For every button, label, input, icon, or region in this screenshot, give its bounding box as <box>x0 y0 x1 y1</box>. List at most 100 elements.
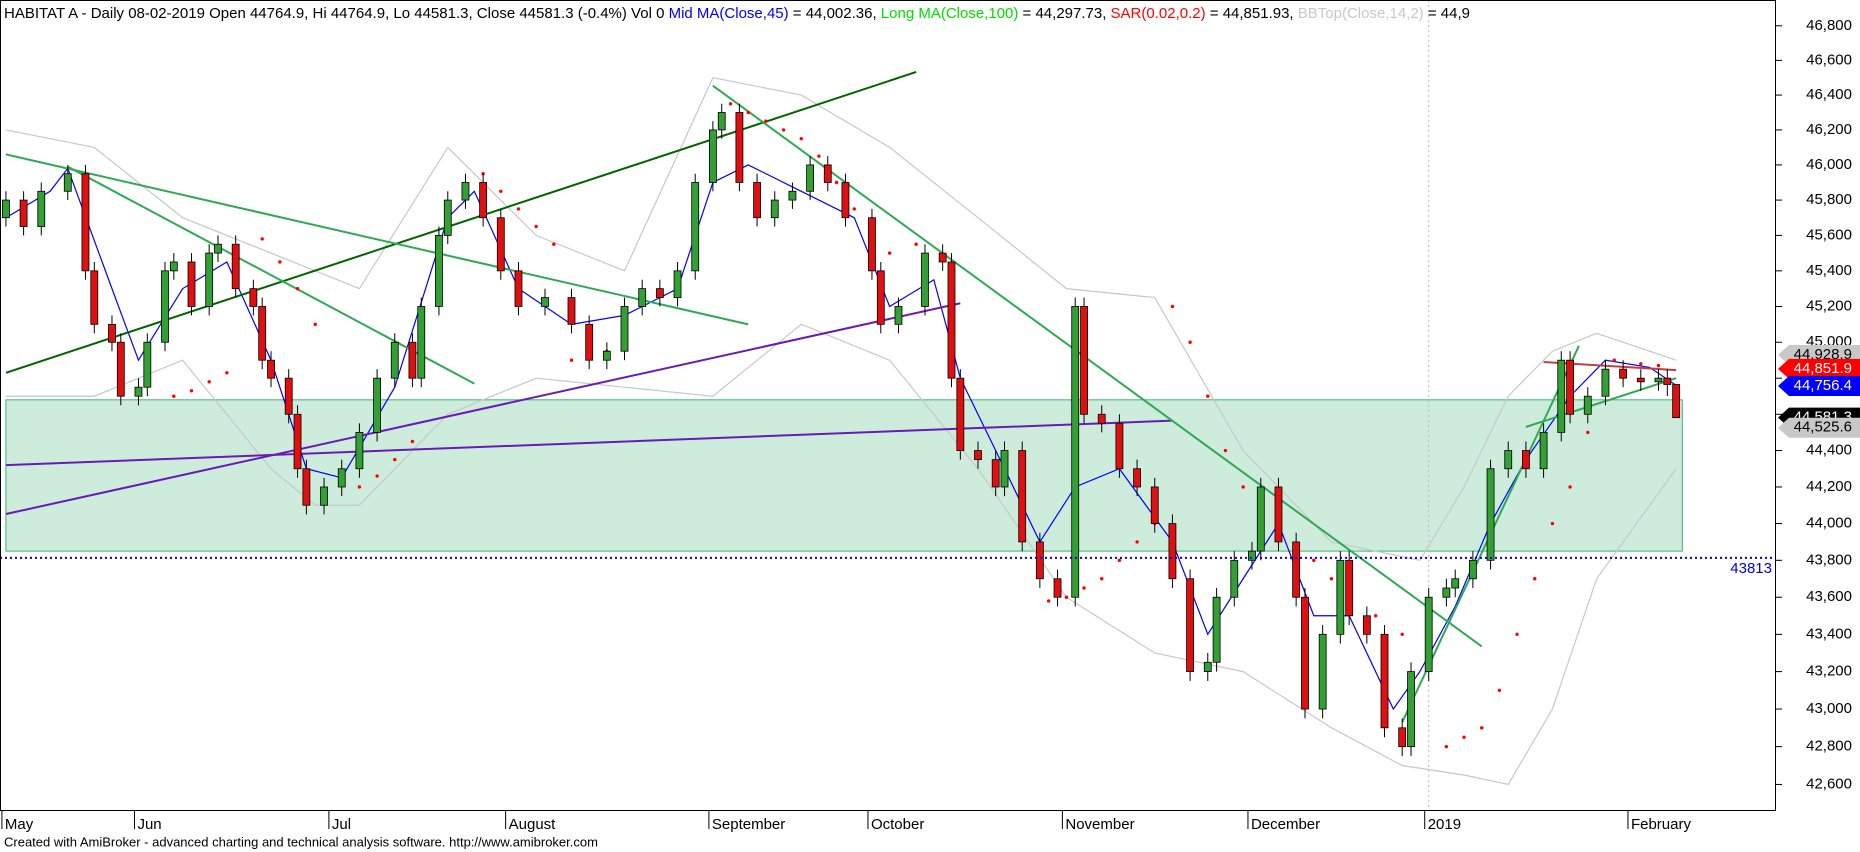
sar-dot <box>207 380 211 384</box>
candle-body <box>1248 550 1256 561</box>
sar-dot <box>1064 595 1069 599</box>
candle-body <box>1318 633 1327 710</box>
candle-body <box>373 377 381 433</box>
y-tick-label: 43,600 <box>1806 588 1852 605</box>
y-tick-label: 46,400 <box>1806 86 1852 103</box>
title-part: Mid MA(Close,45) <box>669 5 789 22</box>
candle-body <box>63 173 72 192</box>
candle-body <box>1672 384 1681 419</box>
candle-body <box>947 261 956 379</box>
y-tick-label: 45,600 <box>1806 226 1852 243</box>
y-tick-label: 43,400 <box>1806 625 1852 642</box>
candle-body <box>1150 486 1159 524</box>
sar-dot <box>1082 586 1086 590</box>
candle-body <box>938 252 947 263</box>
candle-body <box>567 297 576 325</box>
candle-body <box>1380 633 1389 729</box>
indicator-line <box>5 323 1677 786</box>
candle-body <box>1601 368 1610 397</box>
candle-body <box>1168 523 1177 580</box>
trend-line <box>1525 377 1677 428</box>
sar-dot <box>375 474 379 478</box>
candle-body <box>37 190 46 227</box>
price-label: 44,928.9 <box>1794 346 1852 363</box>
sar-dot <box>534 224 538 229</box>
candle-body <box>1345 559 1354 617</box>
candle-body <box>823 164 832 183</box>
sar-dot <box>1206 394 1210 398</box>
y-tick-label: 46,600 <box>1806 51 1852 68</box>
sar-dot <box>914 242 918 246</box>
candle-body <box>1186 578 1194 673</box>
candle-body <box>1018 450 1027 543</box>
candle-body <box>894 306 903 325</box>
sar-dot <box>799 136 803 141</box>
y-tick-label: 43,200 <box>1806 663 1852 680</box>
title-part: SAR(0.02,0.2) <box>1111 5 1206 22</box>
candle-body <box>205 252 214 307</box>
sar-dot <box>1515 632 1519 637</box>
candle-body <box>602 350 611 361</box>
trend-line <box>67 165 475 385</box>
candle-body <box>1203 661 1212 673</box>
x-tick-label: May <box>5 816 34 833</box>
trend-line <box>5 153 749 326</box>
candle-body <box>116 341 125 397</box>
candle-body <box>1230 559 1239 598</box>
sar-dot <box>1612 358 1616 362</box>
y-tick-label: 44,400 <box>1806 442 1852 459</box>
candle-body <box>1583 395 1592 415</box>
x-tick-label: September <box>712 816 785 833</box>
sar-dot <box>1400 632 1404 637</box>
sar-dot <box>410 439 415 444</box>
y-tick-label: 46,800 <box>1806 17 1852 34</box>
y-tick-label: 45,400 <box>1806 262 1852 279</box>
candle-body <box>461 182 470 201</box>
candle-body <box>1424 596 1433 673</box>
candle-body <box>921 252 929 307</box>
sar-dot <box>1497 688 1502 692</box>
title-part: = 44,002.36, <box>789 5 881 22</box>
candle-body <box>1486 468 1495 561</box>
sar-dot <box>887 251 892 255</box>
title-part: HABITAT A - Daily 08-02-2019 Open 44764.… <box>4 5 669 22</box>
candle-body <box>390 341 399 379</box>
candle-body <box>1035 541 1044 580</box>
candle-body <box>1133 468 1141 488</box>
x-tick-label: August <box>509 816 557 833</box>
candle-body <box>753 182 761 219</box>
x-tick-label: February <box>1631 816 1692 833</box>
sar-dot <box>516 207 521 211</box>
candle-body <box>1097 413 1106 424</box>
candle-body <box>991 459 1000 488</box>
sar-dot <box>499 189 503 193</box>
sar-dot <box>260 237 264 241</box>
price-label: 44,525.6 <box>1794 419 1852 436</box>
sar-dot <box>552 242 556 246</box>
candle-body <box>1080 306 1088 415</box>
candle-body <box>638 288 647 307</box>
candle-body <box>1636 377 1645 383</box>
y-tick-label: 45,800 <box>1806 191 1852 208</box>
sar-dot <box>834 180 839 185</box>
sar-dot <box>189 389 194 393</box>
candle-body <box>187 261 196 307</box>
candle-body <box>408 341 417 379</box>
candle-body <box>1557 359 1566 433</box>
candle-body <box>788 190 797 201</box>
candle-body <box>435 234 443 307</box>
candle-body <box>443 199 452 236</box>
candle-body <box>90 270 99 325</box>
candle-body <box>1619 368 1628 379</box>
candle-body <box>417 306 426 379</box>
candle-body <box>1522 450 1530 470</box>
candle-body <box>1336 559 1345 635</box>
candle-body <box>876 270 885 325</box>
candle-body <box>1504 450 1513 470</box>
sar-dot <box>1312 558 1316 563</box>
candle-body <box>620 306 629 352</box>
sar-dot <box>1444 744 1449 749</box>
chart-title: HABITAT A - Daily 08-02-2019 Open 44764.… <box>4 5 1470 22</box>
sar-dot <box>1047 599 1051 603</box>
